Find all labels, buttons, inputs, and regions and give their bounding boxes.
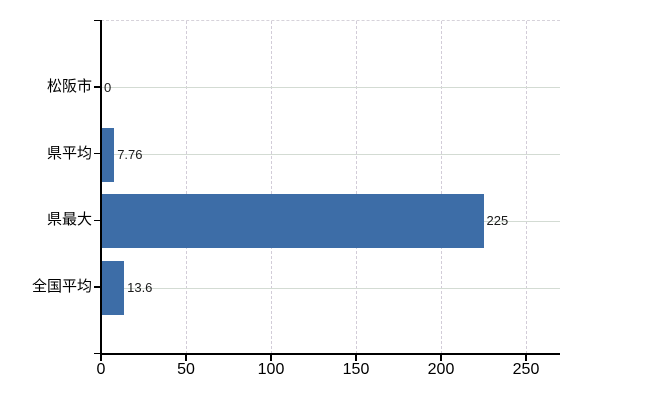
vertical-gridline [526,21,527,354]
x-axis-tick [355,354,357,361]
category-label: 県平均 [46,144,92,162]
vertical-gridline [441,21,442,354]
horizontal-gridline [101,87,560,89]
x-axis-tick [525,354,527,361]
plot-area: 0 7.76 225 13.6 [101,20,560,354]
bar-value-label: 0 [104,79,112,95]
y-axis-line [100,20,102,354]
bar [101,127,115,182]
category-label: 県最大 [46,211,92,229]
x-tick-label: 0 [96,361,106,378]
horizontal-gridline [101,287,560,289]
x-tick-label: 50 [177,361,195,378]
vertical-gridline [356,21,357,354]
y-axis-tick [94,152,101,155]
x-axis-tick [100,354,102,361]
category-label: 松阪市 [46,77,92,95]
bar-value-label: 225 [486,213,509,229]
horizontal-gridline [101,154,560,156]
bar-value-label: 7.76 [117,146,143,162]
x-tick-label: 200 [427,361,455,378]
x-tick-label: 100 [257,361,285,378]
x-tick-label: 250 [512,361,540,378]
x-tick-label: 150 [342,361,370,378]
y-axis-tick [94,286,101,288]
y-axis-tick [94,219,101,222]
bar-value-label: 13.6 [127,280,153,296]
y-axis-end-tick [94,352,101,354]
x-axis-tick [185,354,187,361]
y-axis-end-tick [94,19,101,21]
vertical-gridline [186,21,187,354]
bar [101,194,484,249]
vertical-gridline [271,21,272,354]
x-axis-tick [440,354,442,361]
y-axis-tick [94,86,101,88]
category-label: 全国平均 [31,278,92,296]
bar [101,261,125,316]
x-axis-line [100,353,560,355]
x-axis-tick [270,354,272,361]
